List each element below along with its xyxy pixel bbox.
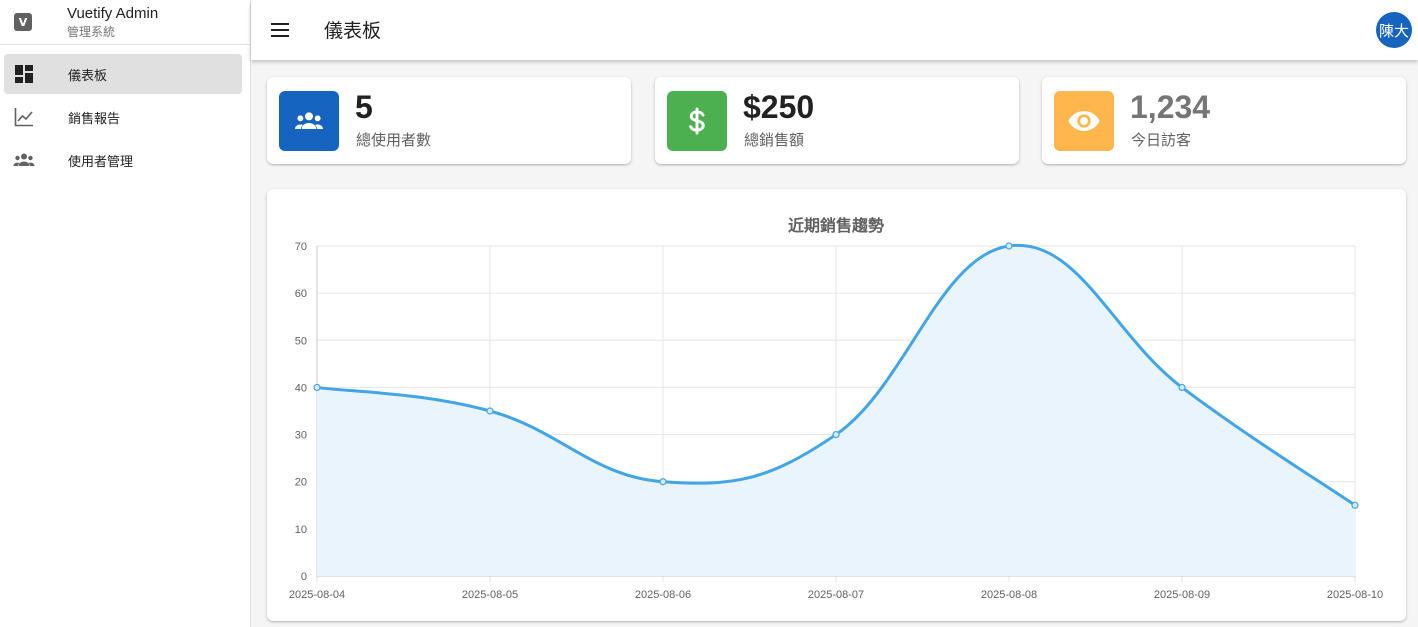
app-header: 儀表板 陳大 [251,0,1418,60]
data-point [1005,242,1013,250]
chart-line-icon [14,108,33,127]
stat-label: 總銷售額 [744,131,805,149]
sidebar-item-label: 使用者管理 [68,154,134,170]
stat-value: 5 [355,89,373,125]
data-point [1178,383,1186,392]
stat-card-sales: $250 總銷售額 [655,77,1019,164]
stat-icon-box [667,91,727,151]
dollar-icon [689,107,705,135]
sidebar-item-label: 銷售報告 [68,111,121,127]
x-tick-label: 2025-08-06 [635,589,691,601]
x-tick-label: 2025-08-05 [462,589,518,601]
y-tick-label: 0 [301,571,307,583]
x-tick-label: 2025-08-07 [808,589,864,601]
stat-card-users: 5 總使用者數 [267,77,631,164]
stat-icon-box [1054,91,1114,151]
x-tick-label: 2025-08-09 [1154,589,1210,601]
y-tick-label: 60 [295,288,307,300]
sales-trend-card: 近期銷售趨勢 0 10 20 30 40 50 60 70 2025-08-04 2025-08-0… [267,189,1406,621]
stat-value: $250 [743,89,815,125]
brand: V Vuetify Admin 管理系統 [0,0,250,45]
stat-label: 今日訪客 [1131,131,1192,149]
menu-icon[interactable] [267,16,295,44]
x-tick-label: 2025-08-04 [289,589,345,601]
users-icon [295,112,323,129]
sidebar: V Vuetify Admin 管理系統 儀表板 銷售報告 [0,0,251,627]
stat-icon-box [279,91,339,151]
data-point [659,478,667,486]
dashboard-icon [15,65,33,83]
y-tick-label: 50 [295,335,307,347]
series-area [317,245,1355,576]
x-tick-label: 2025-08-10 [1327,589,1383,601]
data-point [1351,501,1359,509]
y-tick-label: 70 [295,241,307,253]
sales-trend-chart: 近期銷售趨勢 0 10 20 30 40 50 60 70 2025-08-04 2025-08-0… [289,216,1383,601]
sidebar-item-dashboard[interactable]: 儀表板 [4,54,242,94]
y-tick-label: 10 [295,524,307,536]
data-point [832,430,840,439]
stat-label: 總使用者數 [356,131,432,149]
y-tick-label: 20 [295,477,307,489]
data-point [486,407,494,415]
sidebar-nav: 儀表板 銷售報告 使用者管理 [0,45,250,180]
avatar[interactable]: 陳大 [1376,12,1412,48]
data-point [313,383,321,392]
y-tick-label: 40 [295,382,307,394]
sidebar-item-label: 儀表板 [68,68,108,84]
brand-logo: V [14,13,32,31]
stat-value: 1,234 [1130,89,1211,125]
chart-title: 近期銷售趨勢 [788,216,884,235]
brand-title: Vuetify Admin [67,5,159,22]
sidebar-item-user-management[interactable]: 使用者管理 [4,140,242,180]
brand-subtitle: 管理系統 [67,25,116,39]
stat-card-visitors: 1,234 今日訪客 [1042,77,1406,164]
sidebar-item-sales-report[interactable]: 銷售報告 [4,97,242,137]
x-tick-label: 2025-08-08 [981,589,1037,601]
y-tick-label: 30 [295,430,307,442]
page-title: 儀表板 [324,20,382,42]
users-icon [13,153,35,166]
eye-icon [1068,111,1100,131]
